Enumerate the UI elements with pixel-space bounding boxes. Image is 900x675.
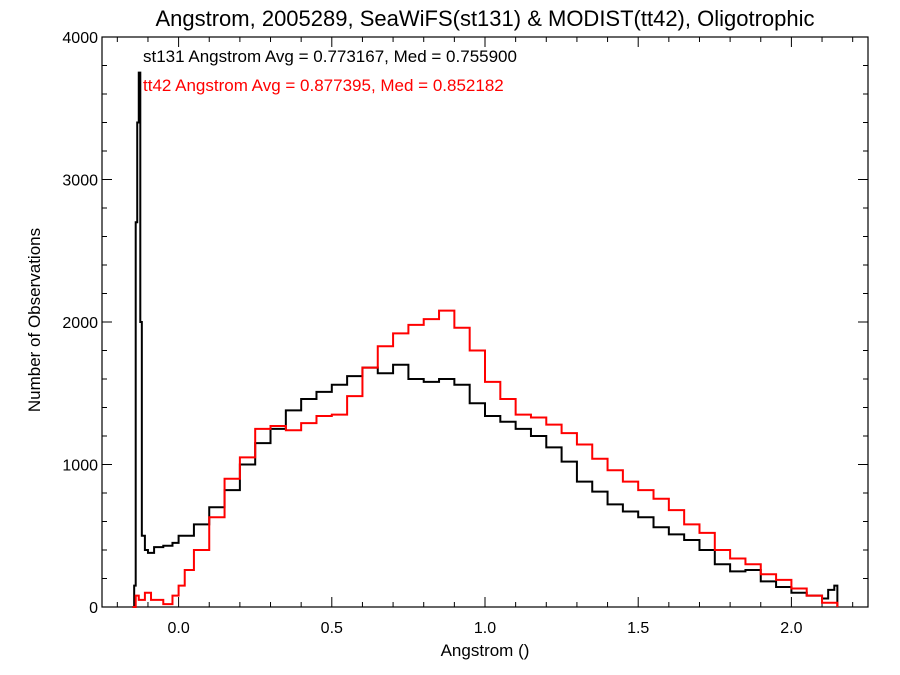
x-tick-label: 0.0 xyxy=(167,620,189,637)
y-axis-label: Number of Observations xyxy=(25,228,44,412)
y-tick-label: 2000 xyxy=(62,315,98,332)
chart-title: Angstrom, 2005289, SeaWiFS(st131) & MODI… xyxy=(155,6,814,31)
x-tick-label: 2.0 xyxy=(780,620,802,637)
y-axis-ticks xyxy=(102,36,868,608)
plot-border xyxy=(101,36,869,608)
y-tick-label: 0 xyxy=(89,600,98,617)
x-axis-ticks xyxy=(116,37,854,607)
x-axis-tick-labels: 0.0 0.5 1.0 1.5 2.0 xyxy=(167,620,802,637)
tt42-histogram-line xyxy=(132,309,839,608)
plot-frame xyxy=(101,36,869,608)
y-tick-label: 3000 xyxy=(62,173,98,190)
x-tick-label: 1.0 xyxy=(474,620,496,637)
st131-stats-annotation: st131 Angstrom Avg = 0.773167, Med = 0.7… xyxy=(143,47,517,66)
y-tick-label: 1000 xyxy=(62,458,98,475)
y-axis-tick-labels: 0 1000 2000 3000 4000 xyxy=(62,30,98,617)
st131-histogram-line xyxy=(132,71,839,608)
histogram-series-layer xyxy=(132,71,839,608)
y-tick-label: 4000 xyxy=(62,30,98,47)
x-tick-label: 0.5 xyxy=(321,620,343,637)
tt42-stats-annotation: tt42 Angstrom Avg = 0.877395, Med = 0.85… xyxy=(143,76,504,95)
x-axis-label: Angstrom () xyxy=(441,641,530,660)
x-tick-label: 1.5 xyxy=(627,620,649,637)
